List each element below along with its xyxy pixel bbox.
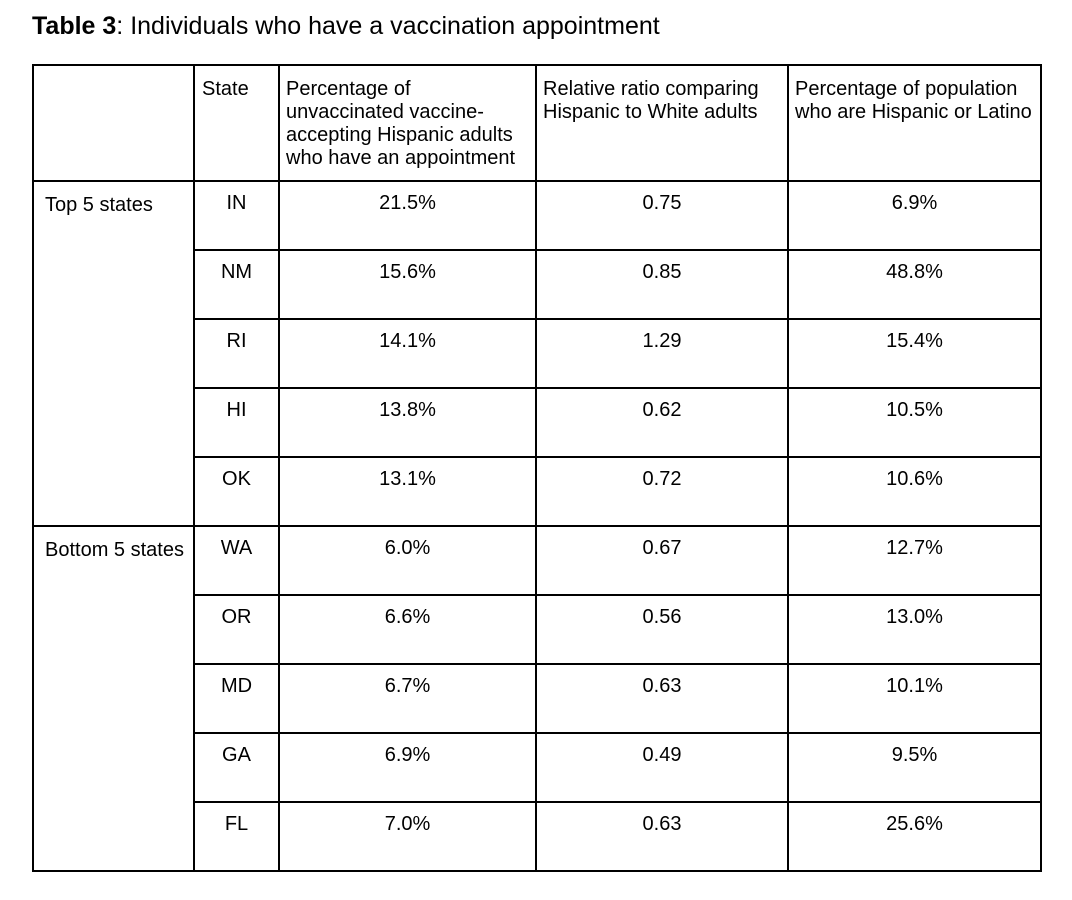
state-cell: WA [193,525,280,596]
state-cell: HI [193,387,280,458]
pct-population-cell: 10.1% [787,663,1042,734]
table-row: Top 5 states IN 21.5% 0.75 6.9% [32,180,1042,527]
pct-appointment-cell: 6.9% [278,732,537,803]
table-row: NM 15.6% 0.85 48.8% [33,249,1042,320]
state-cell: IN [193,180,280,251]
relative-ratio-cell: 0.63 [535,801,789,872]
pct-appointment-cell: 15.6% [278,249,537,320]
relative-ratio-cell: 0.56 [535,594,789,665]
state-cell: FL [193,801,280,872]
table-title: Table 3: Individuals who have a vaccinat… [32,13,1040,39]
pct-appointment-cell: 6.7% [278,663,537,734]
table-row: RI 14.1% 1.29 15.4% [33,318,1042,389]
pct-population-cell: 13.0% [787,594,1042,665]
pct-population-cell: 25.6% [787,801,1042,872]
pct-population-cell: 48.8% [787,249,1042,320]
table-row: OK 13.1% 0.72 10.6% [33,456,1042,527]
pct-population-cell: 9.5% [787,732,1042,803]
relative-ratio-cell: 0.63 [535,663,789,734]
pct-appointment-cell: 13.1% [278,456,537,527]
table-row: Bottom 5 states WA 6.0% 0.67 12.7% [32,525,1042,872]
state-cell: MD [193,663,280,734]
table-title-label: Table 3 [32,12,117,40]
pct-population-cell: 12.7% [787,525,1042,596]
pct-population-cell: 10.5% [787,387,1042,458]
pct-population-cell: 6.9% [787,180,1042,251]
pct-appointment-cell: 13.8% [278,387,537,458]
state-cell: RI [193,318,280,389]
pct-appointment-cell: 6.0% [278,525,537,596]
pct-appointment-cell: 7.0% [278,801,537,872]
header-row: State Percentage of unvaccinated vaccine… [32,64,1042,182]
table-row: OR 6.6% 0.56 13.0% [33,594,1042,665]
relative-ratio-cell: 0.75 [535,180,789,251]
table-row: GA 6.9% 0.49 9.5% [33,732,1042,803]
vaccination-appointment-table: State Percentage of unvaccinated vaccine… [32,64,1042,872]
table-row: MD 6.7% 0.63 10.1% [33,663,1042,734]
relative-ratio-cell: 0.72 [535,456,789,527]
relative-ratio-cell: 0.62 [535,387,789,458]
pct-population-cell: 10.6% [787,456,1042,527]
pct-appointment-cell: 14.1% [278,318,537,389]
state-cell: NM [193,249,280,320]
relative-ratio-cell: 0.67 [535,525,789,596]
group-label-top5: Top 5 states [32,180,195,527]
relative-ratio-cell: 0.49 [535,732,789,803]
state-cell: GA [193,732,280,803]
header-empty-cell [32,64,195,182]
header-pct-appointment: Percentage of unvaccinated vaccine- acce… [278,64,537,182]
table-row: HI 13.8% 0.62 10.5% [33,387,1042,458]
state-cell: OR [193,594,280,665]
header-relative-ratio: Relative ratio comparing Hispanic to Whi… [535,64,789,182]
relative-ratio-cell: 1.29 [535,318,789,389]
table-row: FL 7.0% 0.63 25.6% [33,801,1042,872]
pct-appointment-cell: 21.5% [278,180,537,251]
header-state: State [193,64,280,182]
state-cell: OK [193,456,280,527]
pct-appointment-cell: 6.6% [278,594,537,665]
pct-population-cell: 15.4% [787,318,1042,389]
relative-ratio-cell: 0.85 [535,249,789,320]
table-title-text: : Individuals who have a vaccination app… [116,12,660,40]
group-label-bottom5: Bottom 5 states [32,525,195,872]
header-pct-population: Percentage of population who are Hispani… [787,64,1042,182]
